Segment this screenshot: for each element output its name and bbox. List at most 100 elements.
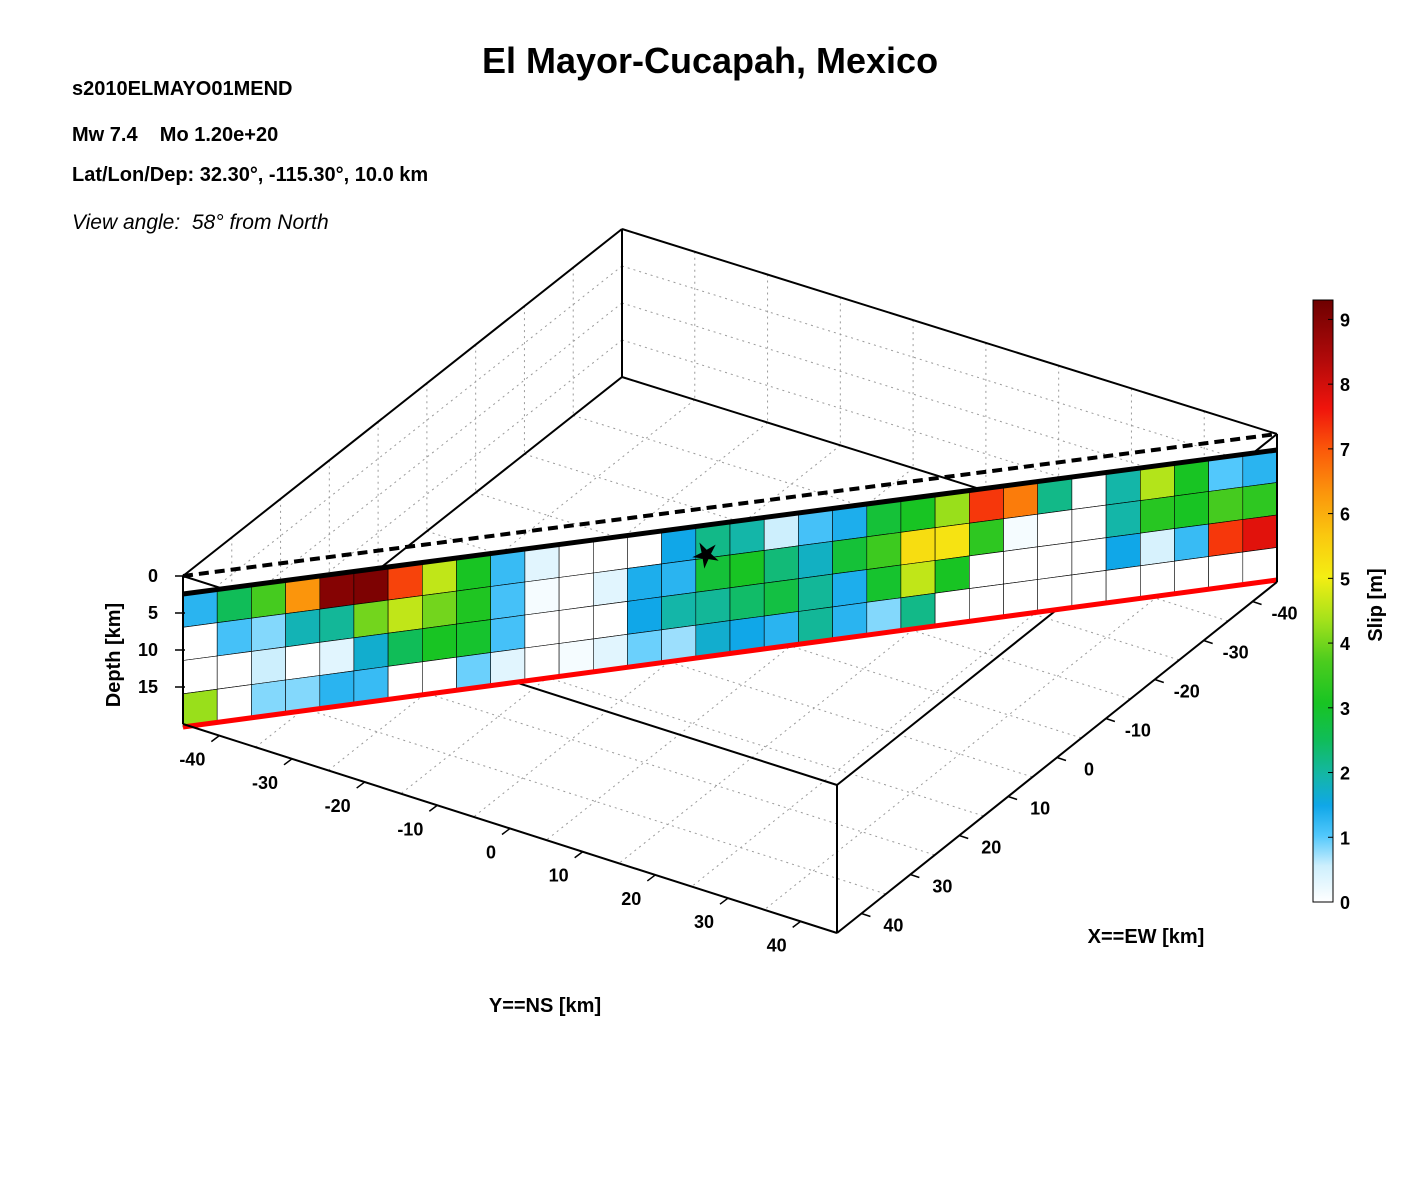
slip-cell (900, 560, 936, 599)
depth-tick-label: 10 (138, 640, 158, 660)
colorbar: 0 1 2 3 4 5 6 7 8 9 Slip [m] (1312, 299, 1387, 913)
x-tick-label: -10 (1125, 721, 1151, 741)
slip-cell (934, 555, 970, 594)
slip-cell (1208, 486, 1244, 525)
grid-line (231, 684, 887, 895)
slip-cell (456, 619, 492, 658)
y-axis: -40 -30 -20 -10 0 10 20 30 40 (179, 735, 802, 955)
x-tick (1105, 717, 1116, 723)
y-tick (646, 874, 656, 882)
slip-cell (353, 599, 389, 639)
x-tick (910, 873, 920, 879)
y-tick (210, 735, 220, 743)
slip-cell (968, 518, 1004, 557)
grid-line (691, 536, 1132, 887)
slip-cell (524, 577, 560, 616)
slip-cell (1071, 537, 1107, 576)
slip-cell (387, 595, 423, 634)
slip-cell (421, 623, 457, 663)
slip-cell (1242, 514, 1278, 553)
colorbar-tick-label: 5 (1340, 569, 1350, 589)
slip-cell (592, 568, 628, 607)
x-tick (861, 912, 871, 918)
y-tick (283, 758, 293, 766)
y-tick-label: -30 (252, 773, 278, 793)
slip-cell (832, 569, 868, 608)
slip-cell (798, 573, 833, 612)
y-tick-label: 10 (549, 866, 569, 886)
slip-cell (285, 641, 321, 681)
slip-cell (729, 582, 765, 621)
slip-cell (1037, 509, 1073, 548)
y-tick-label: -10 (397, 819, 423, 839)
slip-cell (387, 628, 423, 667)
depth-tick-label: 0 (148, 566, 158, 586)
y-axis-label: Y==NS [km] (489, 995, 601, 1017)
x-tick (1154, 678, 1165, 684)
slip-cell (182, 622, 218, 661)
grid-line (621, 265, 1278, 472)
y-tick (719, 897, 729, 905)
y-tick-label: -40 (179, 750, 205, 770)
slip-cell (216, 617, 252, 657)
y-tick-label: 40 (767, 935, 787, 955)
slip-cell (627, 563, 662, 602)
slip-cell (490, 614, 526, 653)
slip-cell (866, 531, 902, 570)
slip-cell (1140, 495, 1175, 534)
slip-cell (558, 572, 594, 611)
slip-cell (729, 550, 765, 589)
y-tick (356, 781, 366, 789)
surface-projection-line (182, 432, 1278, 578)
slip-cell (832, 536, 868, 575)
y-tick (501, 827, 511, 836)
slip-cell (763, 578, 799, 617)
slip-cell (1003, 513, 1038, 552)
event-id: s2010ELMAYO01MEND (72, 78, 292, 100)
y-tick (574, 851, 584, 859)
depth-tick-label: 15 (138, 677, 158, 697)
slip-cell (661, 559, 697, 598)
colorbar-tick-label: 9 (1340, 310, 1350, 330)
slip-cell (798, 540, 833, 580)
fault-bottom-edge (182, 577, 1278, 730)
x-tick-label: -30 (1223, 643, 1249, 663)
slip-cell (1071, 504, 1107, 543)
x-axis: -40 -30 -20 -10 0 10 20 30 40 (861, 600, 1298, 936)
hypocenter-star (692, 542, 719, 569)
slip-cell (763, 545, 799, 584)
slip-cell (934, 522, 970, 561)
slip-cell (216, 651, 252, 690)
chart-title: El Mayor-Cucapah, Mexico (482, 40, 938, 81)
y-tick-label: 0 (486, 843, 496, 863)
x-tick-label: 0 (1084, 760, 1094, 780)
slip-cell (1174, 523, 1209, 562)
slip-cell (900, 527, 936, 566)
slip-cell (1003, 546, 1038, 585)
y-tick-label: -20 (325, 796, 351, 816)
slip-cell (1140, 528, 1175, 567)
slip-cell (251, 646, 286, 685)
colorbar-gradient (1312, 299, 1334, 903)
slip-cell (319, 637, 355, 676)
x-tick-label: 40 (883, 916, 903, 936)
colorbar-tick-label: 2 (1340, 764, 1350, 784)
x-tick (1007, 795, 1018, 801)
colorbar-tick-label: 1 (1340, 828, 1350, 848)
slip-cell (182, 655, 218, 695)
x-tick (1203, 639, 1213, 645)
colorbar-tick-label: 8 (1340, 375, 1350, 395)
slip-cell (1105, 500, 1141, 539)
slip-cell (627, 596, 662, 635)
slip-cell (661, 591, 697, 631)
location-line: Lat/Lon/Dep: 32.30°, -115.30°, 10.0 km (72, 164, 428, 186)
y-tick-label: 30 (694, 912, 714, 932)
colorbar-tick-label: 3 (1340, 699, 1350, 719)
x-tick-label: -40 (1272, 604, 1298, 624)
colorbar-label: Slip [m] (1365, 568, 1387, 641)
slip-cell (421, 590, 457, 630)
left-top-edge (182, 228, 623, 577)
y-tick (428, 804, 438, 812)
slip-cell (1105, 532, 1141, 571)
